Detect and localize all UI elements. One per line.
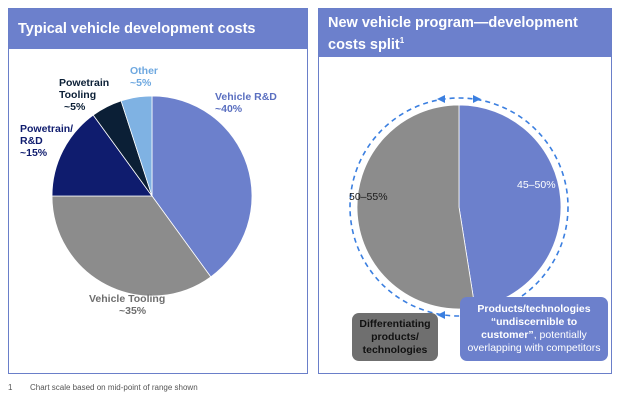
left-pie-slice-4 (120, 95, 153, 197)
differentiating-callout-line-2: products/ (371, 331, 419, 343)
footnote-text: Chart scale based on mid-point of range … (30, 383, 198, 392)
powertrain-rd-label-1: Powetrain/ (20, 123, 73, 135)
left-panel-title: Typical vehicle development costs (9, 9, 307, 49)
left-pie-slice-1 (51, 195, 212, 297)
vehicle-rd-value: ~40% (215, 103, 243, 115)
powertrain-rd-label-2: R&D (20, 135, 43, 147)
other-label: Other (130, 65, 158, 77)
undiscernible-callout-line-3: customer” (481, 329, 534, 341)
vehicle-tooling-label: Vehicle Tooling (89, 293, 165, 305)
ring-arrow-top-right-icon (473, 95, 481, 103)
right-pie-slice-0 (458, 104, 562, 309)
dashed-cycle-ring (349, 97, 569, 317)
undiscernible-callout-line-1: Products/technologies (477, 303, 591, 315)
ring-arrow-top-left-icon (437, 95, 445, 103)
right-pie-chart: 50–55% 45–50% (349, 95, 569, 319)
undiscernible-callout: Products/technologies “undiscernible to … (460, 297, 608, 361)
footnote: 1 Chart scale based on mid-point of range… (8, 383, 198, 392)
right-pie-slice-1 (356, 104, 476, 310)
differentiating-callout: Differentiating products/ technologies (352, 313, 438, 361)
undiscernible-callout-line-2: “undiscernible to (490, 316, 578, 328)
left-pie-chart: Vehicle R&D ~40% Vehicle Tooling ~35% Po… (20, 65, 277, 317)
ring-arrow-bottom-left-icon (437, 311, 445, 319)
powertrain-tooling-label-2: Tooling (59, 89, 96, 101)
powertrain-tooling-value: ~5% (64, 101, 86, 113)
vehicle-tooling-value: ~35% (119, 305, 147, 317)
blue-slice-value: 45–50% (517, 179, 556, 191)
left-pie-slice-2 (51, 114, 153, 197)
other-value: ~5% (130, 77, 152, 89)
left-chart-panel: Typical vehicle development costs Vehicl… (8, 8, 308, 374)
undiscernible-callout-line-4: overlapping with competitors (467, 342, 601, 354)
grey-slice-value: 50–55% (349, 191, 388, 203)
right-panel-title-text: New vehicle program—development costs sp… (328, 15, 578, 53)
differentiating-callout-line-3: technologies (362, 344, 428, 356)
left-pie-slice-0 (151, 95, 253, 278)
vehicle-rd-label: Vehicle R&D (215, 91, 277, 103)
powertrain-tooling-label-1: Powetrain (59, 77, 109, 89)
right-panel-title: New vehicle program—development costs sp… (319, 9, 611, 57)
footnote-number: 1 (8, 383, 13, 392)
differentiating-callout-line-1: Differentiating (359, 318, 431, 330)
undiscernible-callout-line-3b: , potentially (533, 329, 587, 341)
powertrain-rd-value: ~15% (20, 147, 48, 159)
right-title-footnote-marker: 1 (399, 36, 405, 45)
